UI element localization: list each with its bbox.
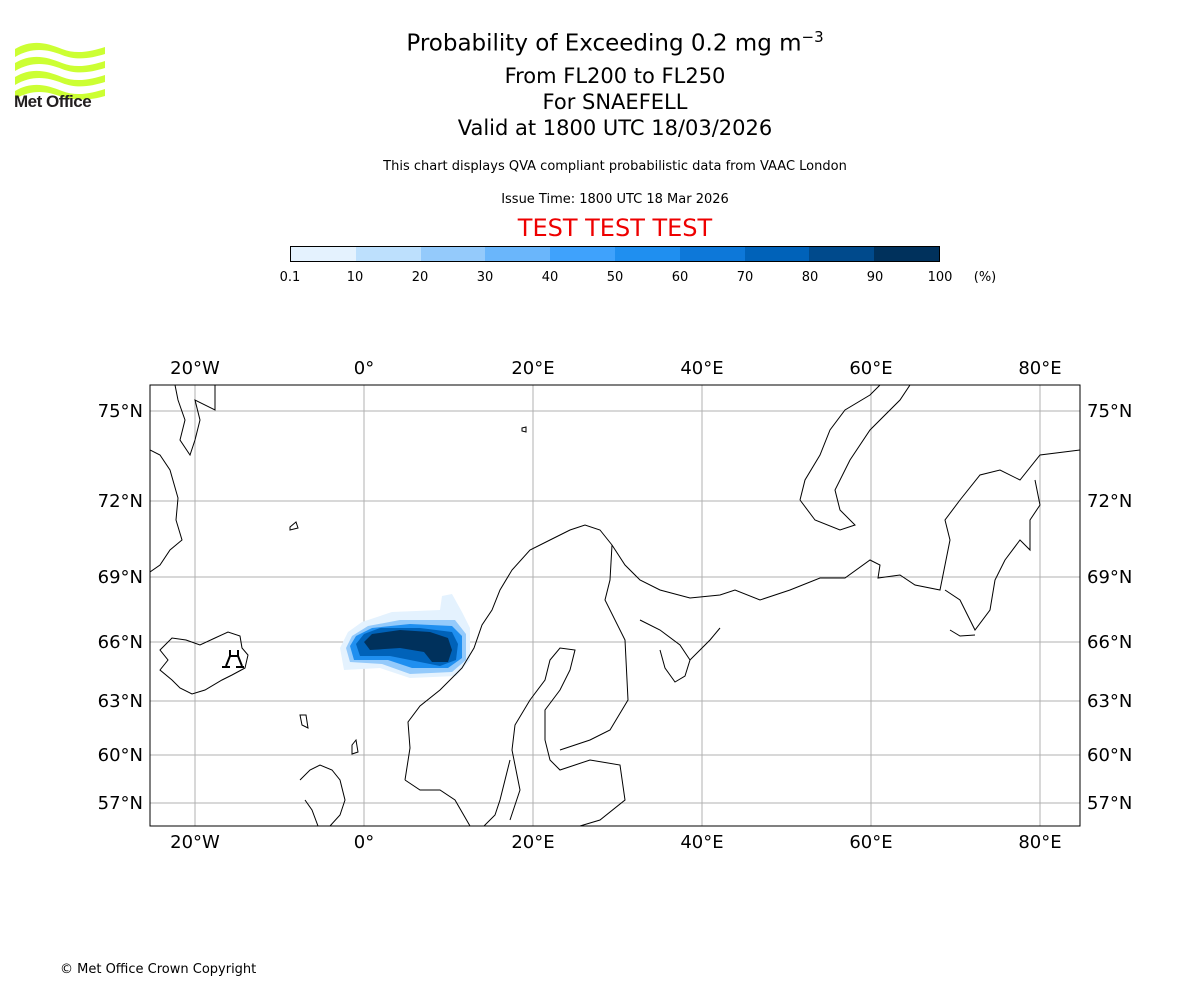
- colorbar-segment: [874, 247, 939, 261]
- lat-label-right: 69°N: [1087, 567, 1132, 588]
- map-frame: [149, 384, 1081, 827]
- colorbar-tick-label: 0.1: [279, 270, 301, 285]
- lat-label-left: 63°N: [98, 691, 143, 712]
- lat-label-left: 69°N: [98, 567, 143, 588]
- valid-time: Valid at 1800 UTC 18/03/2026: [457, 116, 773, 140]
- issue-time: Issue Time: 1800 UTC 18 Mar 2026: [501, 192, 729, 207]
- lat-label-left: 75°N: [98, 401, 143, 422]
- colorbar-tick-label: 20: [411, 270, 429, 285]
- test-banner: TEST TEST TEST: [517, 214, 713, 242]
- volcano-name: For SNAEFELL: [542, 90, 688, 114]
- lat-label-left: 57°N: [98, 793, 143, 814]
- colorbar: [290, 246, 940, 262]
- lat-label-right: 60°N: [1087, 745, 1132, 766]
- lon-label-bottom: 80°E: [1018, 832, 1061, 853]
- ash-probability-plume: [340, 594, 470, 678]
- colorbar-tick-label: 40: [541, 270, 559, 285]
- graticule: [150, 385, 1080, 826]
- lon-label-bottom: 20°W: [170, 832, 220, 853]
- lon-label-top: 0°: [354, 358, 374, 379]
- lat-label-left: 72°N: [98, 491, 143, 512]
- colorbar-segment: [355, 247, 421, 261]
- lat-label-right: 57°N: [1087, 793, 1132, 814]
- colorbar-tick-label: 100: [927, 270, 953, 285]
- met-office-logo-icon: [15, 42, 105, 100]
- lon-label-bottom: 20°E: [511, 832, 554, 853]
- colorbar-segment: [614, 247, 680, 261]
- volcano-marker-icon: [222, 650, 244, 668]
- logo-text: Met Office: [14, 92, 92, 111]
- title-unit-exponent: −3: [801, 28, 824, 46]
- chart-title: Probability of Exceeding 0.2 mg m−3: [0, 28, 1200, 57]
- lon-label-bottom: 40°E: [680, 832, 723, 853]
- colorbar-tick-label: 70: [736, 270, 754, 285]
- colorbar-tick-label: 90: [866, 270, 884, 285]
- colorbar-unit: (%): [973, 270, 997, 285]
- lat-label-right: 63°N: [1087, 691, 1132, 712]
- colorbar-segment: [485, 247, 551, 261]
- lat-label-left: 66°N: [98, 632, 143, 653]
- colorbar-tick-label: 30: [476, 270, 494, 285]
- colorbar-tick-label: 50: [606, 270, 624, 285]
- lon-label-bottom: 0°: [354, 832, 374, 853]
- colorbar-segment: [550, 247, 615, 261]
- lon-label-top: 40°E: [680, 358, 723, 379]
- colorbar-tick-label: 10: [346, 270, 364, 285]
- colorbar-tick-label: 80: [801, 270, 819, 285]
- lon-label-top: 80°E: [1018, 358, 1061, 379]
- title-text: Probability of Exceeding 0.2 mg m: [406, 30, 802, 57]
- lon-label-top: 20°E: [511, 358, 554, 379]
- colorbar-segment: [420, 247, 486, 261]
- colorbar-segment: [679, 247, 745, 261]
- flight-level-range: From FL200 to FL250: [504, 64, 726, 88]
- disclaimer: This chart displays QVA compliant probab…: [383, 159, 847, 174]
- colorbar-tick-label: 60: [671, 270, 689, 285]
- lat-label-right: 72°N: [1087, 491, 1132, 512]
- lon-label-top: 60°E: [849, 358, 892, 379]
- colorbar-segment: [744, 247, 810, 261]
- colorbar-segment: [291, 247, 356, 261]
- colorbar-segment: [809, 247, 875, 261]
- lon-label-bottom: 60°E: [849, 832, 892, 853]
- lat-label-right: 66°N: [1087, 632, 1132, 653]
- lat-label-right: 75°N: [1087, 401, 1132, 422]
- lat-label-left: 60°N: [98, 745, 143, 766]
- lon-label-top: 20°W: [170, 358, 220, 379]
- copyright: © Met Office Crown Copyright: [60, 962, 257, 977]
- coastlines: [150, 385, 1080, 826]
